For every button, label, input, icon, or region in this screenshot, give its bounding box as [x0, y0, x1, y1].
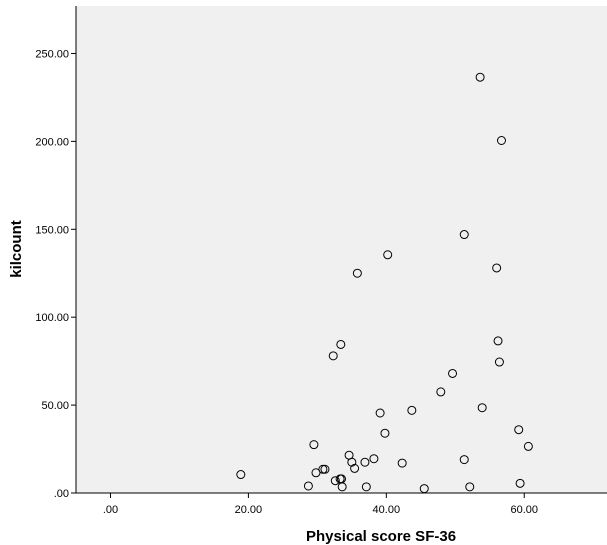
- data-point: [328, 351, 338, 361]
- data-point: [311, 468, 321, 478]
- data-point: [397, 458, 407, 468]
- data-point: [309, 440, 319, 450]
- x-axis-ticks: .00 20.00 40.00 60.00: [103, 493, 538, 516]
- data-point: [336, 339, 346, 349]
- data-point: [459, 455, 469, 465]
- data-point: [318, 464, 328, 474]
- data-point: [330, 476, 340, 486]
- data-point: [477, 403, 487, 413]
- data-point: [320, 464, 330, 474]
- data-point: [436, 387, 446, 397]
- data-point: [361, 482, 371, 492]
- x-axis-title: Physical score SF-36: [306, 528, 456, 545]
- data-point: [303, 481, 313, 491]
- y-tick-label: 150.00: [35, 224, 69, 236]
- data-point: [492, 263, 502, 273]
- data-point: [459, 230, 469, 240]
- data-point: [360, 457, 370, 467]
- data-point: [448, 368, 458, 378]
- data-point: [407, 405, 417, 415]
- data-point: [236, 470, 246, 480]
- data-point: [475, 72, 485, 82]
- data-point: [383, 250, 393, 260]
- y-tick-label: .00: [54, 488, 69, 500]
- data-point: [380, 428, 390, 438]
- y-axis-title: kilcount: [8, 220, 25, 278]
- x-tick-label: 60.00: [510, 504, 538, 516]
- plot-area: [76, 6, 607, 493]
- data-point: [350, 463, 360, 473]
- x-tick-label: .00: [103, 504, 118, 516]
- y-axis-ticks: .00 50.00 100.00 150.00 200.00 250.00: [35, 48, 76, 500]
- data-point: [523, 441, 533, 451]
- data-point: [419, 484, 429, 494]
- data-point: [375, 408, 385, 418]
- data-points: [236, 72, 533, 494]
- y-tick-label: 100.00: [35, 312, 69, 324]
- data-point: [352, 268, 362, 278]
- data-point: [337, 482, 347, 492]
- data-point: [514, 425, 524, 435]
- data-point: [369, 454, 379, 464]
- x-tick-label: 40.00: [373, 504, 401, 516]
- data-point: [493, 336, 503, 346]
- data-point: [515, 478, 525, 488]
- y-tick-label: 200.00: [35, 136, 69, 148]
- x-tick-label: 20.00: [235, 504, 263, 516]
- data-point: [465, 482, 475, 492]
- y-tick-label: 250.00: [35, 48, 69, 60]
- data-point: [347, 457, 357, 467]
- y-tick-label: 50.00: [41, 400, 69, 412]
- data-point: [494, 357, 504, 367]
- data-point: [496, 135, 506, 145]
